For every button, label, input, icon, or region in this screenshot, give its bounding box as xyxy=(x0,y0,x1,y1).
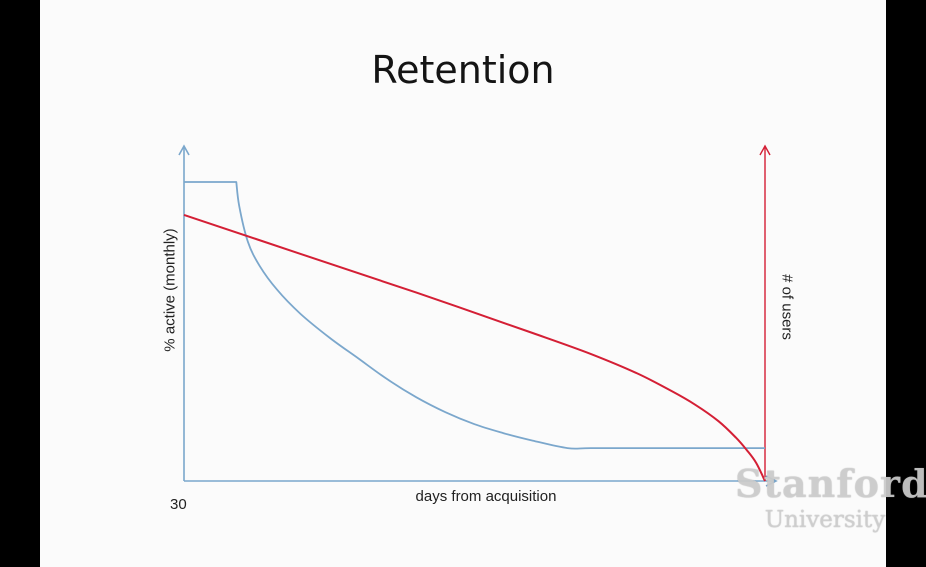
series-line-active-pct xyxy=(184,181,766,450)
y-axis-left-label: % active (monthly) xyxy=(161,228,179,352)
watermark-line-1: Stanford xyxy=(735,461,926,506)
slide-title: Retention xyxy=(371,48,555,92)
slide: Retention % active (monthly) # of users … xyxy=(40,0,886,567)
x-tick-label: 30 xyxy=(170,496,187,513)
series-line-num-users xyxy=(183,213,766,482)
stanford-watermark: Stanford University xyxy=(735,461,926,534)
y-axis-left-arrow xyxy=(178,144,190,156)
watermark-line-2: University xyxy=(764,507,886,533)
retention-chart xyxy=(178,144,778,487)
y-axis-right-arrow xyxy=(759,144,771,156)
y-axis-right-label: # of users xyxy=(778,274,796,340)
x-axis-arrow xyxy=(765,475,778,487)
x-axis-label: days from acquisition xyxy=(415,488,557,505)
